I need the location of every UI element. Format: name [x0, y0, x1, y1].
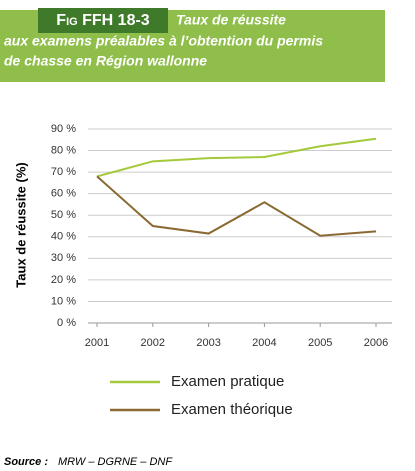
chart-title: Taux de réussite: [176, 12, 286, 28]
y-tick-label: 0 %: [57, 317, 76, 329]
y-tick-label: 60 %: [51, 188, 76, 200]
data-line: [96, 137, 377, 178]
chart-title: de chasse en Région wallonne: [4, 53, 207, 69]
y-tick-label: 20 %: [51, 274, 76, 286]
y-tick-label: 40 %: [51, 231, 76, 243]
source-text: MRW – DGRNE – DNF: [58, 456, 173, 468]
source-label: Source :: [4, 456, 48, 468]
figure-label-box: [38, 8, 168, 33]
chart-title: aux examens préalables à l’obtention du …: [4, 33, 323, 49]
legend-label: Examen théorique: [171, 401, 293, 418]
y-tick-label: 90 %: [51, 123, 76, 135]
data-line: [96, 175, 377, 237]
x-tick-label: 2002: [141, 337, 165, 349]
y-tick-label: 50 %: [51, 209, 76, 221]
legend-label: Examen pratique: [171, 373, 284, 390]
x-tick-label: 2004: [252, 337, 276, 349]
y-tick-label: 80 %: [51, 144, 76, 156]
x-tick-label: 2006: [364, 337, 388, 349]
y-tick-label: 70 %: [51, 166, 76, 178]
y-axis-label: Taux de réussite (%): [13, 162, 28, 287]
y-tick-label: 30 %: [51, 252, 76, 264]
x-tick-label: 2005: [308, 337, 332, 349]
x-tick-label: 2001: [85, 337, 109, 349]
figure-label: Fig FFH 18-3: [56, 12, 150, 29]
y-tick-label: 10 %: [51, 295, 76, 307]
x-tick-label: 2003: [196, 337, 220, 349]
